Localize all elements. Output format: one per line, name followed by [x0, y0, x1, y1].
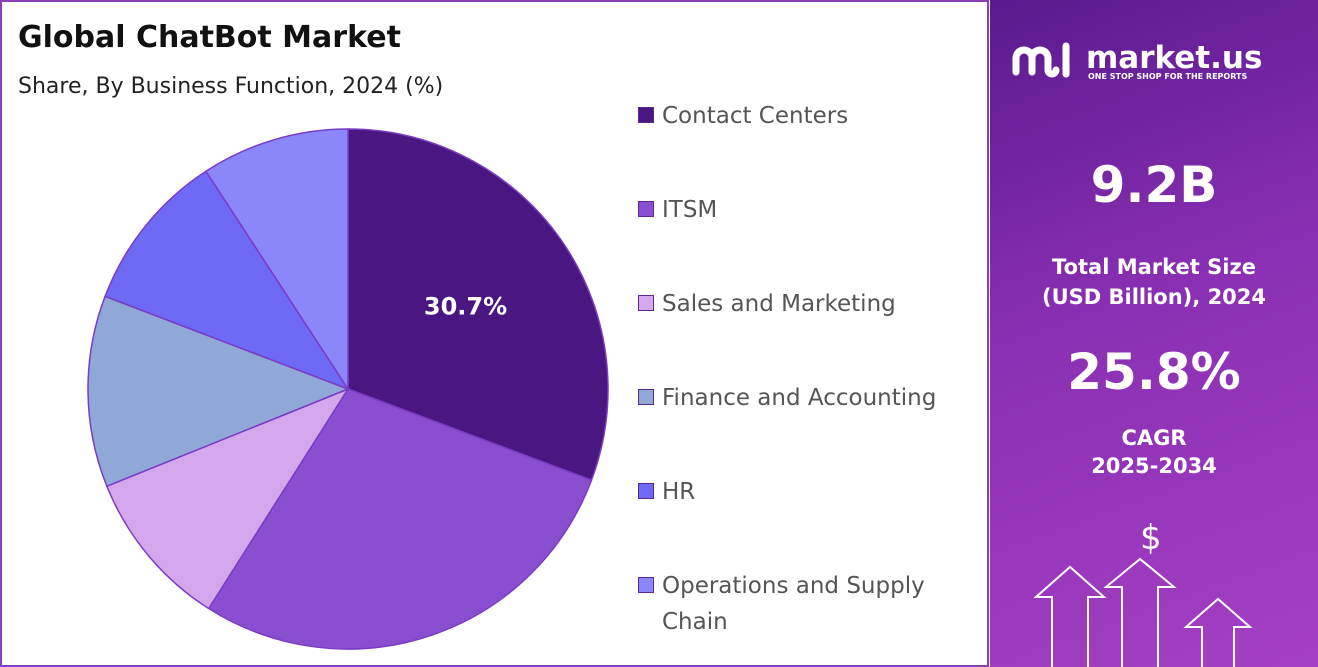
sidebar: market.us ONE STOP SHOP FOR THE REPORTS … — [990, 0, 1318, 667]
legend-swatch — [638, 483, 654, 499]
chart-subtitle: Share, By Business Function, 2024 (%) — [18, 74, 444, 99]
cagr: 25.8% — [1067, 343, 1241, 401]
legend-swatch — [638, 389, 654, 405]
dollar-icon: $ — [1140, 518, 1162, 558]
pie-slice — [204, 128, 349, 392]
cagr-label: 2025-2034 — [1091, 454, 1217, 478]
legend-swatch — [638, 201, 654, 217]
legend-swatch — [638, 107, 654, 123]
legend-label: HR — [662, 479, 696, 505]
cagr-label: CAGR — [1121, 426, 1187, 450]
legend-label: Sales and Marketing — [662, 291, 896, 317]
sidebar-graphics — [1012, 42, 1253, 667]
market-size: 9.2B — [1090, 156, 1218, 214]
market-size-label: (USD Billion), 2024 — [1041, 285, 1267, 309]
pie-slice — [207, 388, 593, 650]
pie-chart: 30.7% — [87, 128, 609, 650]
tagline: ONE STOP SHOP FOR THE REPORTS — [1088, 72, 1248, 81]
arrows — [1033, 557, 1253, 667]
legend-label: Operations and Supply Chain — [662, 573, 925, 635]
brand: market.us — [1086, 40, 1263, 76]
legend-swatch — [638, 577, 654, 593]
market-size-label: Total Market Size — [1052, 255, 1256, 279]
chart-panel: Global ChatBot Market Share, By Business… — [0, 0, 989, 667]
value-label: 30.7% — [424, 293, 507, 321]
legend-label: ITSM — [662, 197, 718, 223]
chart-title: Global ChatBot Market — [18, 20, 401, 55]
legend-label: Contact Centers — [662, 103, 849, 129]
pie-slice — [105, 387, 350, 610]
pie-slice — [104, 170, 350, 391]
pie-slice — [347, 128, 609, 482]
pie-slice — [87, 295, 351, 488]
legend-label: Finance and Accounting — [662, 385, 937, 411]
logo-icon — [1012, 42, 1070, 78]
legend-swatch — [638, 295, 654, 311]
